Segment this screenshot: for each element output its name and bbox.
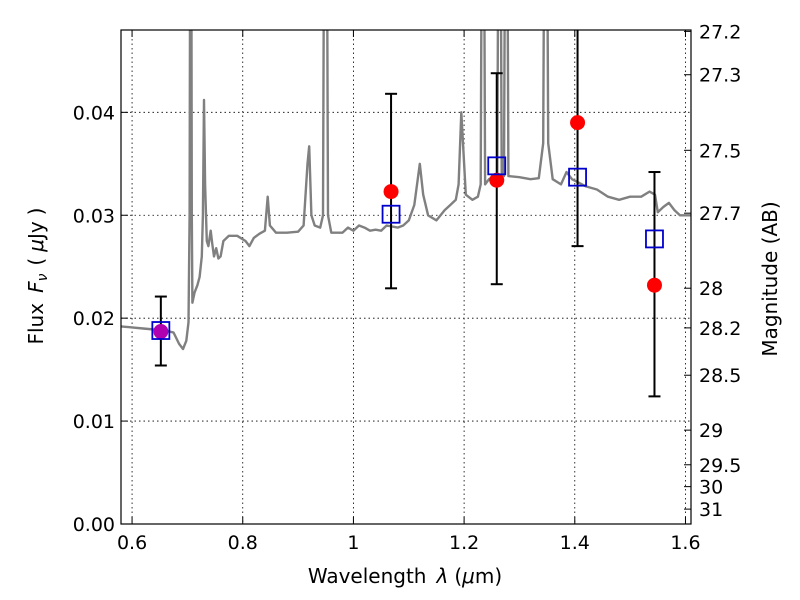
y-tick-labels: 0.00 0.01 0.02 0.03 0.04: [73, 102, 115, 536]
x-tick-labels: 0.6 0.8 1 1.2 1.4 1.6: [117, 532, 701, 554]
magnitude-tick-label: 28: [699, 278, 723, 300]
magnitude-tick-label: 29.5: [699, 455, 741, 477]
model-points: [151, 156, 664, 340]
observed-point: [489, 172, 505, 188]
y-tick-label: 0.04: [73, 102, 115, 124]
magnitude-tick-label: 27.7: [699, 203, 741, 225]
magnitude-tick-label: 27.2: [699, 21, 741, 43]
observed-points: [153, 115, 662, 340]
error-bars: [154, 30, 661, 398]
y2-axis-label: Magnitude (AB): [758, 201, 782, 356]
y-tick-label: 0.00: [73, 514, 115, 536]
model-point: [645, 229, 664, 249]
magnitude-tick-label: 30: [699, 477, 723, 499]
x-axis-label: Wavelength λ (μm): [308, 564, 502, 588]
x-tick-label: 0.6: [117, 532, 147, 554]
y-axis-label: FluxFν(μJy): [24, 207, 51, 344]
magnitude-tick-label: 28.2: [699, 318, 741, 340]
model-point: [487, 156, 507, 176]
model-point: [381, 204, 401, 224]
y-tick-label: 0.01: [73, 411, 115, 433]
y-tick-label: 0.02: [73, 308, 115, 330]
x-tick-label: 1.4: [560, 532, 590, 554]
magnitude-tick-label: 29: [699, 420, 723, 442]
spectrum-line: [121, 30, 691, 351]
model-point: [151, 321, 171, 340]
observed-point: [570, 115, 586, 131]
x-tick-label: 0.8: [228, 532, 258, 554]
magnitude-tick-label: 27.3: [699, 65, 741, 87]
magnitude-tick-label: 31: [699, 499, 723, 521]
x-tick-label: 1.6: [670, 532, 700, 554]
observed-point: [646, 277, 662, 293]
x-tick-label: 1: [347, 532, 359, 554]
model-point: [568, 167, 587, 187]
magnitude-tick-label: 27.5: [699, 140, 741, 162]
observed-point: [153, 324, 169, 340]
plot-frame: [120, 29, 692, 525]
grid-lines: [121, 30, 691, 525]
magnitude-tick-label: 28.5: [699, 365, 741, 387]
x-tick-label: 1.2: [449, 532, 479, 554]
observed-point: [383, 184, 399, 200]
y-tick-label: 0.03: [73, 205, 115, 227]
template-spectrum: [121, 30, 691, 351]
axis-ticks: [121, 30, 691, 525]
